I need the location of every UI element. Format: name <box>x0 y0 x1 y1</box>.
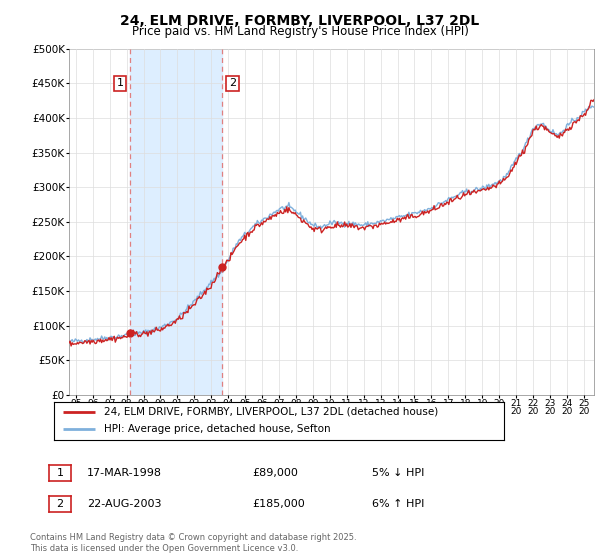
Text: Contains HM Land Registry data © Crown copyright and database right 2025.
This d: Contains HM Land Registry data © Crown c… <box>30 533 356 553</box>
Text: £89,000: £89,000 <box>252 468 298 478</box>
Text: £185,000: £185,000 <box>252 499 305 509</box>
Text: 22-AUG-2003: 22-AUG-2003 <box>87 499 161 509</box>
Text: HPI: Average price, detached house, Sefton: HPI: Average price, detached house, Seft… <box>104 424 330 435</box>
Text: 24, ELM DRIVE, FORMBY, LIVERPOOL, L37 2DL: 24, ELM DRIVE, FORMBY, LIVERPOOL, L37 2D… <box>121 14 479 28</box>
Bar <box>130 49 222 395</box>
Text: 1: 1 <box>116 78 124 88</box>
Text: 6% ↑ HPI: 6% ↑ HPI <box>372 499 424 509</box>
Text: 2: 2 <box>229 78 236 88</box>
Text: 24, ELM DRIVE, FORMBY, LIVERPOOL, L37 2DL (detached house): 24, ELM DRIVE, FORMBY, LIVERPOOL, L37 2D… <box>104 407 438 417</box>
Text: 5% ↓ HPI: 5% ↓ HPI <box>372 468 424 478</box>
Text: 2: 2 <box>56 499 64 509</box>
Text: 17-MAR-1998: 17-MAR-1998 <box>87 468 162 478</box>
Text: Price paid vs. HM Land Registry's House Price Index (HPI): Price paid vs. HM Land Registry's House … <box>131 25 469 38</box>
Text: 1: 1 <box>56 468 64 478</box>
